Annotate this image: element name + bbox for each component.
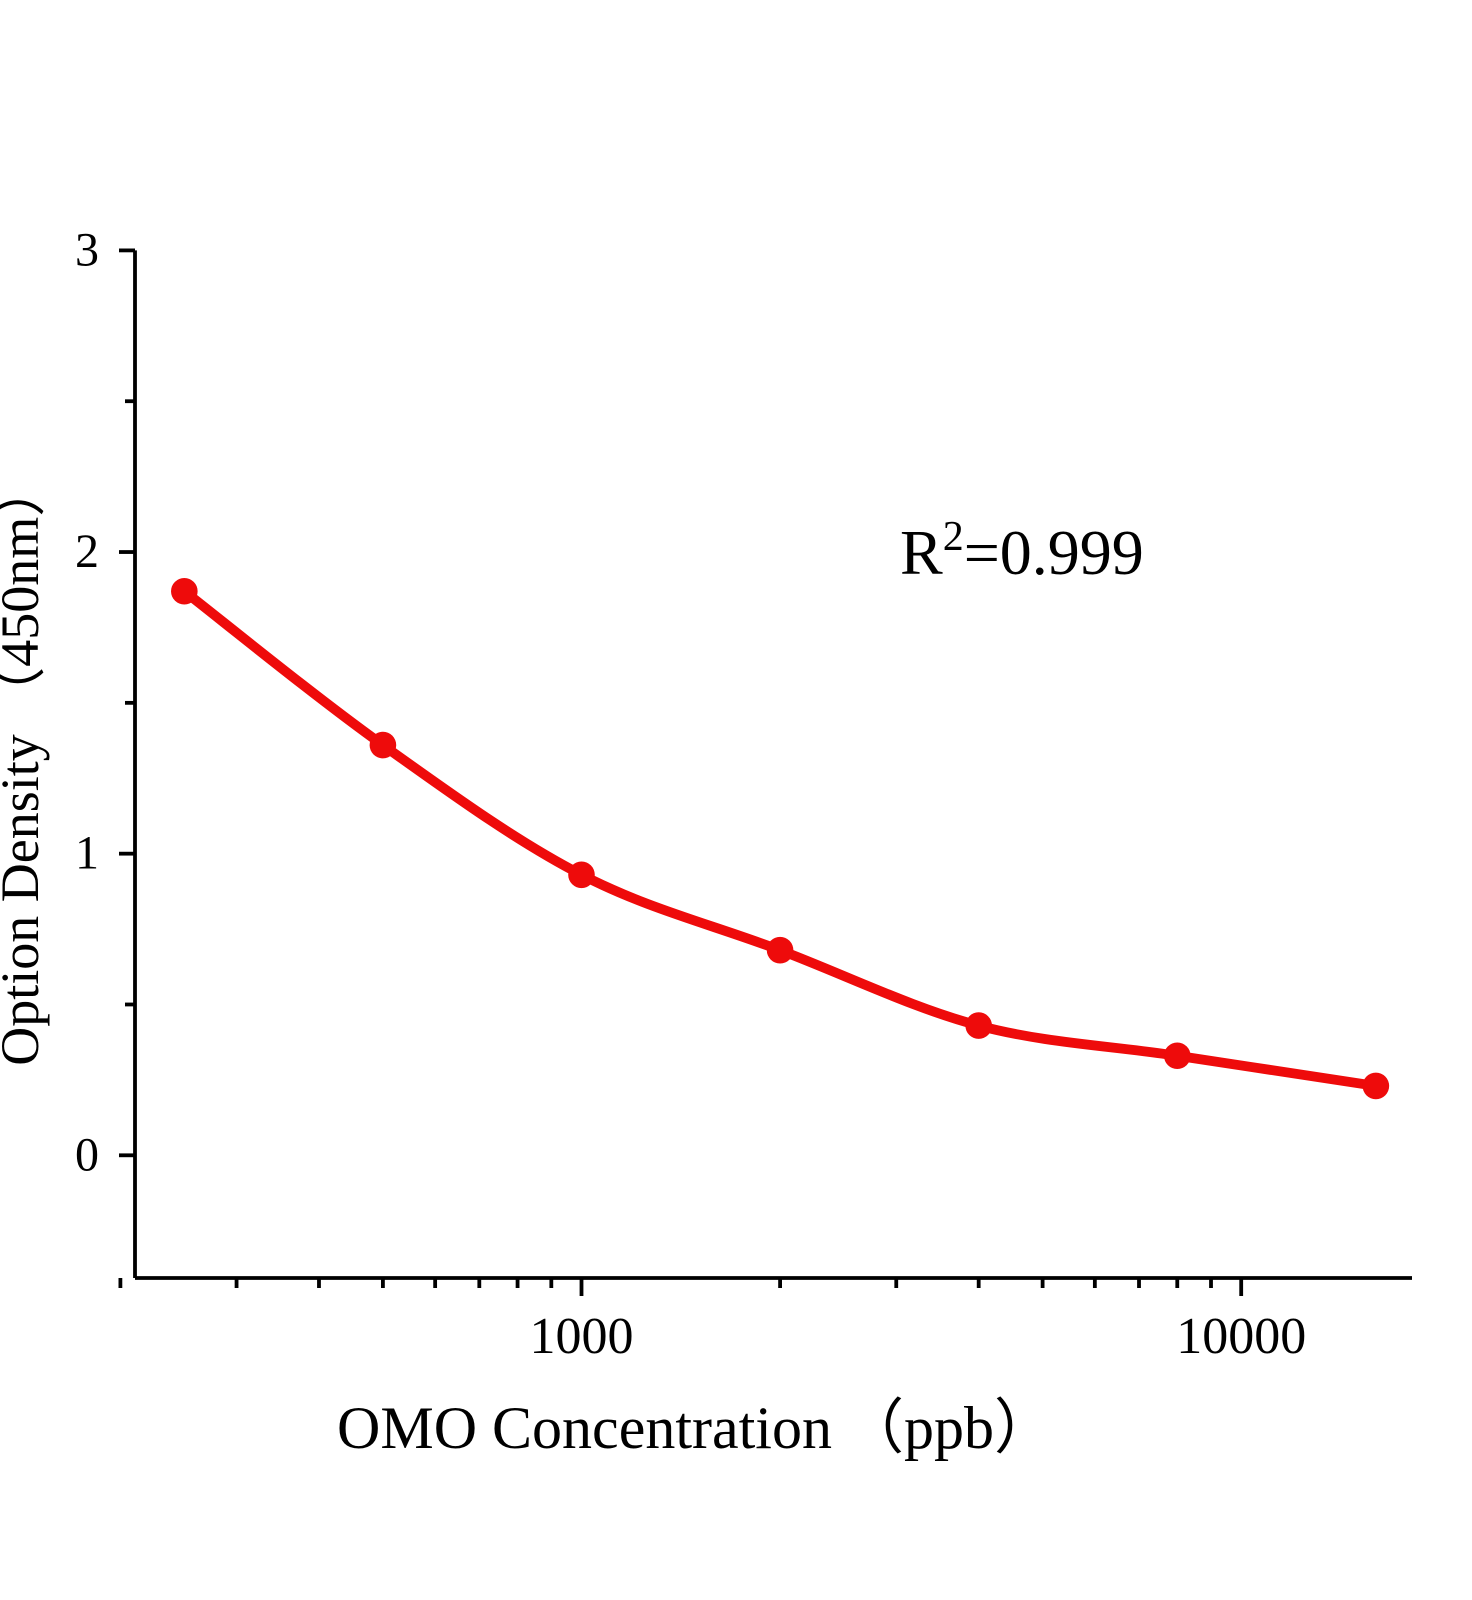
svg-text:R2=0.999: R2=0.999	[900, 514, 1144, 588]
svg-text:1: 1	[75, 827, 99, 880]
svg-text:0: 0	[75, 1128, 99, 1181]
svg-text:10000: 10000	[1176, 1308, 1306, 1365]
svg-text:2: 2	[75, 525, 99, 578]
svg-text:3: 3	[75, 223, 99, 276]
svg-text:OMO Concentration （ppb）: OMO Concentration （ppb）	[337, 1395, 1054, 1461]
svg-text:1000: 1000	[530, 1308, 634, 1365]
svg-text:Option Density （450nm）: Option Density （450nm）	[0, 463, 50, 1066]
